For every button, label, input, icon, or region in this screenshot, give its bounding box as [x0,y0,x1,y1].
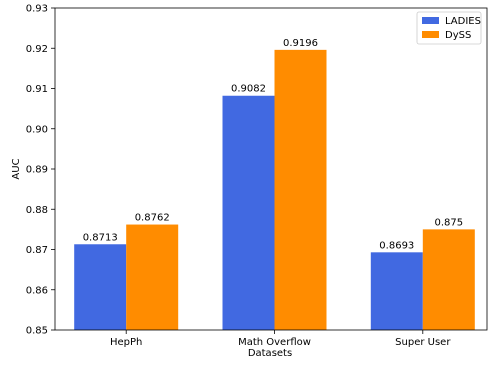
plot-area: 0.8713 0.8762 0.9082 0.9196 0.8693 0.875 [74,38,475,331]
x-tick-label: Math Overflow [238,337,311,348]
x-axis-label: Datasets [248,348,292,359]
y-tick-label: 0.92 [26,44,48,55]
bar-ladies-2 [370,252,423,330]
bar-ladies-1 [222,95,275,331]
legend-label: DySS [445,30,471,41]
legend-swatch [422,17,439,24]
y-tick-label: 0.89 [26,165,48,176]
y-tick-label: 0.93 [26,4,48,15]
bar-value-label: 0.8762 [135,213,170,224]
x-tick-label: HepPh [110,337,142,348]
bar-ladies-0 [74,244,127,330]
legend: LADIES DySS [416,11,482,45]
y-tick-label: 0.86 [26,285,48,296]
legend-swatch [422,31,439,38]
bar-value-label: 0.8693 [379,240,414,251]
bar-value-label: 0.875 [434,217,463,228]
bar-dyss-2 [422,229,475,330]
y-axis-label: AUC [11,158,22,179]
y-tick-label: 0.87 [26,245,48,256]
bar-value-label: 0.9196 [283,38,318,49]
y-tick-label: 0.88 [26,205,48,216]
bar-dyss-0 [126,224,179,330]
y-axis: 0.85 0.86 0.87 0.88 0.89 0.90 0.91 0.92 0.93 [26,4,55,337]
legend-label: LADIES [445,16,481,27]
bar-value-label: 0.9082 [231,84,266,95]
bar-value-label: 0.8713 [83,232,118,243]
plot-frame [54,7,488,331]
y-tick-label: 0.91 [26,84,48,95]
bar-dyss-1 [274,49,327,331]
x-tick-label: Super User [395,337,451,348]
y-tick-label: 0.85 [26,326,48,337]
y-tick-label: 0.90 [26,124,48,135]
x-axis: HepPh Math Overflow Super User [110,330,451,348]
